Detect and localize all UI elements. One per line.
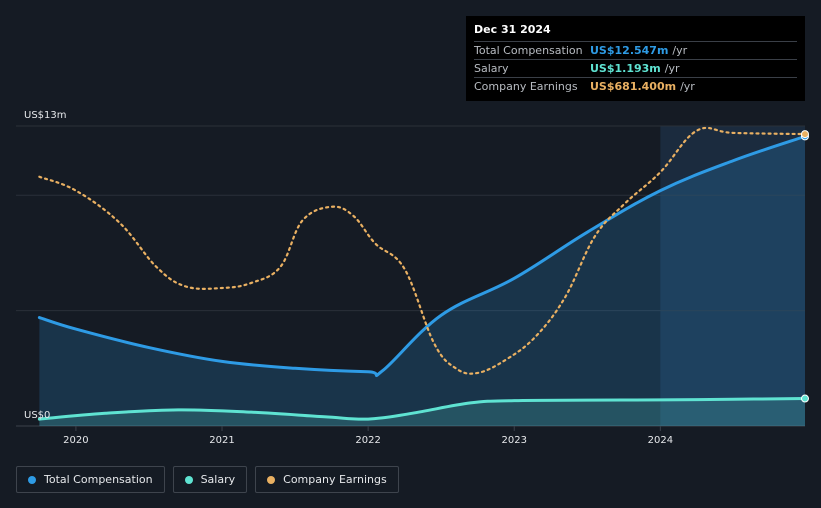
tooltip-row-company-earnings: Company Earnings US$681.400m /yr [474,77,797,95]
y-axis-top-label: US$13m [24,110,67,121]
legend-dot-icon [28,475,36,484]
gridlines [16,125,805,427]
area-total-compensation [39,136,805,426]
series-areas [39,136,805,426]
legend-label: Salary [200,473,236,486]
legend-dot-icon [267,475,276,484]
y-axis-bottom-label: US$0 [24,410,50,421]
series-endpoints [801,130,809,403]
tooltip-label: Salary [474,62,509,75]
tooltip-value: US$1.193m [590,62,661,75]
tooltip-row-salary: Salary US$1.193m /yr [474,59,797,77]
endpoint-company-earnings [801,130,809,139]
tooltip-value: US$12.547m [590,44,669,57]
legend-label: Company Earnings [283,473,387,486]
tooltip-value: US$681.400m [590,80,677,93]
legend-item-salary[interactable]: Salary [172,466,248,493]
legend-item-total-compensation[interactable]: Total Compensation [16,466,165,493]
tooltip-label: Total Compensation [474,44,583,57]
tooltip-label: Company Earnings [474,80,578,93]
legend-label: Total Compensation [44,473,153,486]
line-salary [37,397,807,421]
series-lines [37,126,807,421]
tooltip-unit: /yr [680,80,695,93]
legend-item-company-earnings[interactable]: Company Earnings [255,466,399,493]
line-company-earnings [38,126,807,375]
tooltip-unit: /yr [664,62,680,75]
legend-dot-icon [184,475,193,484]
tooltip-date: Dec 31 2024 [474,23,551,36]
x-tick-label: 2023 [502,435,527,446]
x-tick-label: 2020 [63,435,88,446]
x-tick-label: 2024 [648,435,673,446]
line-total-compensation [37,134,807,378]
legend: Total Compensation Salary Company Earnin… [16,466,399,493]
endpoint-salary [801,394,809,403]
tooltip: Dec 31 2024 Total Compensation US$12.547… [466,16,805,101]
highlight-region [660,126,805,426]
x-axis: 2020 2021 2022 2023 2024 [63,426,673,446]
x-tick-label: 2022 [355,435,380,446]
tooltip-row-total-compensation: Total Compensation US$12.547m /yr [474,41,797,59]
x-tick-label: 2021 [209,435,234,446]
tooltip-unit: /yr [672,44,688,57]
